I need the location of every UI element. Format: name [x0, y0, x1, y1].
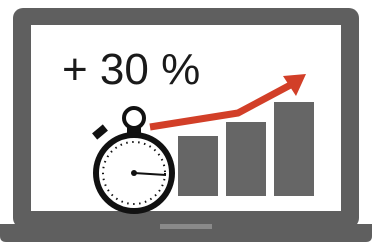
laptop-notch: [160, 224, 212, 229]
stopwatch-pivot: [131, 170, 137, 176]
bar-icon: [178, 136, 218, 196]
illustration: + 30 %: [0, 0, 372, 245]
bar-icon: [226, 122, 266, 196]
stopwatch-crown: [124, 108, 144, 128]
bar-icon: [274, 102, 314, 196]
headline: + 30 %: [62, 45, 200, 94]
